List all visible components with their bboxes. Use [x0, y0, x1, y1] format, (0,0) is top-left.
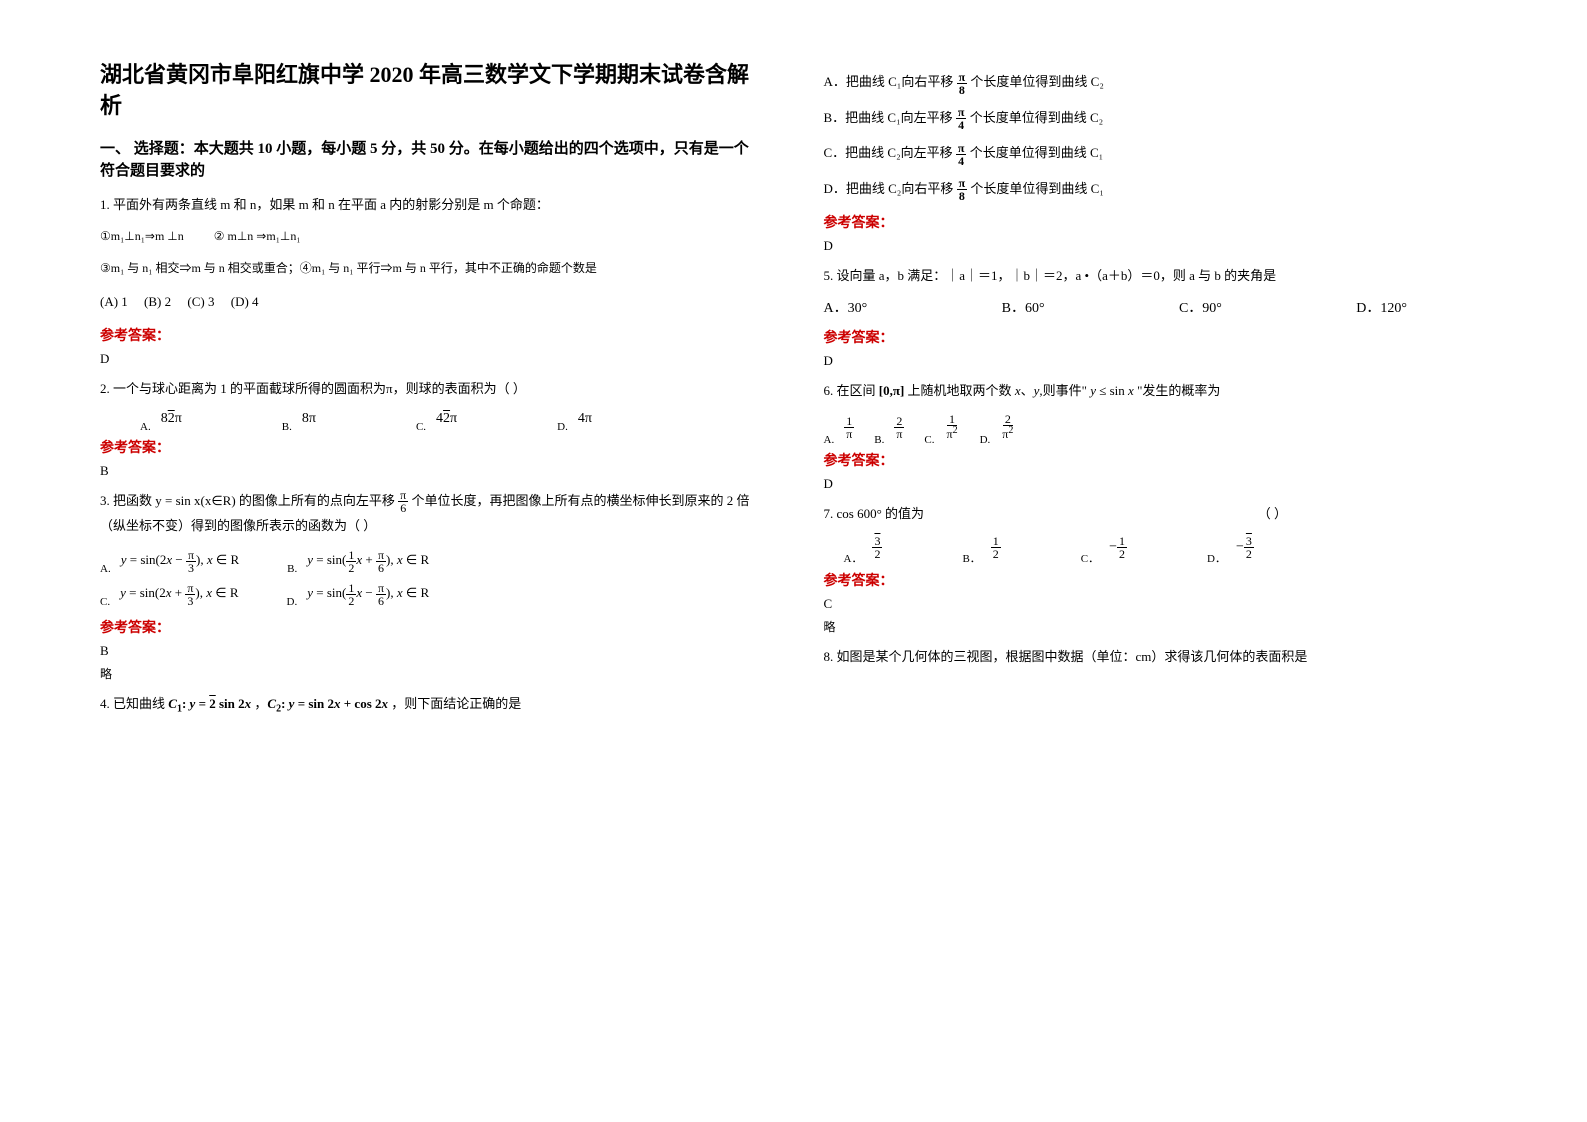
q7-options: A． 32 B． 12 C． −12 D． −32 [824, 535, 1488, 560]
q7-optD: D． −32 [1207, 535, 1254, 560]
q1-answer-label: 参考答案： [100, 325, 764, 345]
q2-answer: B [100, 463, 764, 479]
section-1-heading: 一、 选择题：本大题共 10 小题，每小题 5 分，共 50 分。在每小题给出的… [100, 138, 764, 183]
q1-optC: (C) 3 [187, 294, 214, 309]
q7-optC: C． −12 [1081, 535, 1127, 560]
q1-sub1: ①m₁⊥n₁⇒m ⊥n [100, 229, 184, 243]
q7-note: 略 [824, 618, 1488, 635]
q2-optD: D. 4π [557, 411, 592, 427]
right-column: A．把曲线 C₁向右平移 π8 个长度单位得到曲线 C₂ B．把曲线 C₁向左平… [824, 60, 1488, 1062]
document-title: 湖北省黄冈市阜阳红旗中学 2020 年高三数学文下学期期末试卷含解析 [100, 60, 764, 122]
q1-answer: D [100, 351, 764, 367]
q5-optA: A．30° [824, 297, 868, 317]
q5-answer-label: 参考答案： [824, 327, 1488, 347]
q2-answer-label: 参考答案： [100, 437, 764, 457]
q5-optD: D．120° [1356, 297, 1407, 317]
q3-optB: B. y = sin(12x + π6), x ∈ R [287, 547, 429, 574]
q3-optC: C. y = sin(2x + π3), x ∈ R [100, 580, 239, 607]
q5-optC: C．90° [1179, 297, 1222, 317]
q5-options: A．30° B．60° C．90° D．120° [824, 297, 1488, 317]
q2-optB: B. 8π [282, 411, 316, 427]
q4-optD: D．把曲线 C₂向右平移 π8 个长度单位得到曲线 C₁ [824, 177, 1488, 203]
q7-optB: B． 12 [962, 535, 1000, 560]
q2-stem: 2. 一个与球心距离为 1 的平面截球所得的圆面积为π，则球的表面积为（ ） [100, 377, 764, 400]
q4-stem: 4. 已知曲线 C1: y = 2 sin 2x ，C2: y = sin 2x… [100, 692, 764, 719]
q7-stem: 7. cos 600° 的值为 （ ） [824, 502, 1488, 525]
q5-answer: D [824, 353, 1488, 369]
q7-answer-label: 参考答案： [824, 570, 1488, 590]
q2-options: A. 82π B. 8π C. 42π D. 4π [100, 411, 764, 427]
q6-options: A. 1π B. 2π C. 1π2 D. 2π2 [824, 413, 1488, 440]
q4-answer-label: 参考答案： [824, 212, 1488, 232]
pi-over-8-icon: π8 [957, 177, 968, 202]
q1-subline1: ①m₁⊥n₁⇒m ⊥n ② m⊥n ⇒m₁⊥n₁ [100, 226, 764, 248]
q1-optB: (B) 2 [144, 294, 171, 309]
q1-optA: (A) 1 [100, 294, 128, 309]
q4-optA: A．把曲线 C₁向右平移 π8 个长度单位得到曲线 C₂ [824, 70, 1488, 96]
q6-stem: 6. 在区间 [0,π] 上随机地取两个数 x、y,则事件" y ≤ sin x… [824, 379, 1488, 402]
q6-answer: D [824, 476, 1488, 492]
pi-over-6-icon: π6 [398, 489, 408, 514]
left-column: 湖北省黄冈市阜阳红旗中学 2020 年高三数学文下学期期末试卷含解析 一、 选择… [100, 60, 764, 1062]
q6-optD: D. 2π2 [980, 413, 1016, 440]
q2-optC: C. 42π [416, 411, 457, 427]
q3-optA: A. y = sin(2x − π3), x ∈ R [100, 547, 239, 574]
q4-optB: B．把曲线 C₁向左平移 π4 个长度单位得到曲线 C₂ [824, 106, 1488, 132]
q3-optD: D. y = sin(12x − π6), x ∈ R [287, 580, 430, 607]
q6-answer-label: 参考答案： [824, 450, 1488, 470]
q4-answer: D [824, 238, 1488, 254]
q3-stem: 3. 把函数 y = sin x(x∈R) 的图像上所有的点向左平移 π6 个单… [100, 489, 764, 538]
pi-over-4-icon: π4 [956, 142, 967, 167]
q8-stem: 8. 如图是某个几何体的三视图，根据图中数据（单位：cm）求得该几何体的表面积是 [824, 645, 1488, 668]
pi-over-8-icon: π8 [957, 71, 968, 96]
q1-optD: (D) 4 [231, 294, 259, 309]
q5-stem: 5. 设向量 a，b 满足：｜a｜＝1，｜b｜＝2，a •（a＋b）＝0，则 a… [824, 264, 1488, 287]
q3-answer-label: 参考答案： [100, 617, 764, 637]
q3-note: 略 [100, 665, 764, 682]
q7-answer: C [824, 596, 1488, 612]
pi-over-4-icon: π4 [956, 106, 967, 131]
q2-optA: A. 82π [140, 411, 182, 427]
q3-options: A. y = sin(2x − π3), x ∈ R B. y = sin(12… [100, 547, 764, 606]
q5-optB: B．60° [1002, 297, 1045, 317]
q6-optB: B. 2π [874, 415, 904, 440]
q6-optA: A. 1π [824, 415, 855, 440]
q4-optC: C．把曲线 C₂向左平移 π4 个长度单位得到曲线 C₁ [824, 141, 1488, 167]
q1-sub2: ② m⊥n ⇒m₁⊥n₁ [214, 229, 301, 243]
q1-options: (A) 1 (B) 2 (C) 3 (D) 4 [100, 289, 764, 315]
q6-optC: C. 1π2 [924, 413, 959, 440]
q7-optA: A． 32 [844, 535, 883, 560]
q3-answer: B [100, 643, 764, 659]
q1-subline2: ③m₁ 与 n₁ 相交⇒m 与 n 相交或重合；④m₁ 与 n₁ 平行⇒m 与 … [100, 258, 764, 280]
q1-stem: 1. 平面外有两条直线 m 和 n，如果 m 和 n 在平面 a 内的射影分别是… [100, 193, 764, 216]
